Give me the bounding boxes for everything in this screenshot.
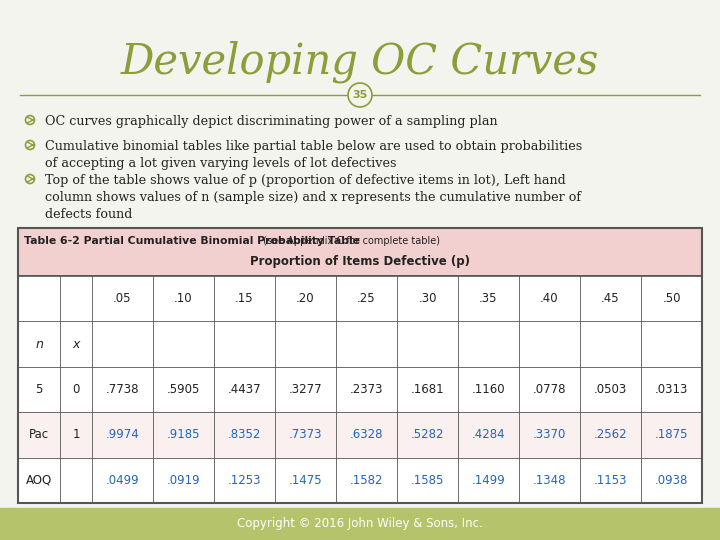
Text: .1348: .1348 bbox=[533, 474, 566, 487]
Text: .40: .40 bbox=[540, 292, 559, 305]
Text: 0: 0 bbox=[72, 383, 80, 396]
Text: .1475: .1475 bbox=[289, 474, 323, 487]
Text: .4437: .4437 bbox=[228, 383, 261, 396]
Text: 35: 35 bbox=[352, 90, 368, 100]
Text: 1: 1 bbox=[72, 428, 80, 441]
Text: .6328: .6328 bbox=[350, 428, 383, 441]
Bar bbox=[18, 276, 702, 503]
Text: .25: .25 bbox=[357, 292, 376, 305]
Text: .30: .30 bbox=[418, 292, 437, 305]
Text: .9974: .9974 bbox=[106, 428, 140, 441]
Text: .2562: .2562 bbox=[594, 428, 627, 441]
Text: Cumulative binomial tables like partial table below are used to obtain probabili: Cumulative binomial tables like partial … bbox=[45, 140, 582, 170]
Text: .0503: .0503 bbox=[594, 383, 627, 396]
Text: .1875: .1875 bbox=[654, 428, 688, 441]
Bar bbox=[18, 228, 702, 503]
Text: .05: .05 bbox=[113, 292, 132, 305]
Text: n: n bbox=[35, 338, 43, 350]
Text: .5282: .5282 bbox=[410, 428, 444, 441]
Text: Developing OC Curves: Developing OC Curves bbox=[121, 40, 599, 83]
Bar bbox=[18, 412, 702, 457]
Text: .5905: .5905 bbox=[167, 383, 200, 396]
Text: Copyright © 2016 John Wiley & Sons, Inc.: Copyright © 2016 John Wiley & Sons, Inc. bbox=[237, 517, 483, 530]
Text: Top of the table shows value of p (proportion of defective items in lot), Left h: Top of the table shows value of p (propo… bbox=[45, 174, 581, 221]
Text: .10: .10 bbox=[174, 292, 193, 305]
Text: .20: .20 bbox=[296, 292, 315, 305]
Text: .1582: .1582 bbox=[350, 474, 383, 487]
Text: (see Appendix C for complete table): (see Appendix C for complete table) bbox=[260, 236, 440, 246]
Text: .35: .35 bbox=[480, 292, 498, 305]
Bar bbox=[0, 508, 720, 540]
Bar bbox=[18, 321, 702, 367]
Text: .50: .50 bbox=[662, 292, 680, 305]
Text: .1160: .1160 bbox=[472, 383, 505, 396]
Text: .2373: .2373 bbox=[350, 383, 383, 396]
Text: .3277: .3277 bbox=[289, 383, 323, 396]
Text: .7373: .7373 bbox=[289, 428, 323, 441]
Text: Proportion of Items Defective (p): Proportion of Items Defective (p) bbox=[250, 254, 470, 267]
Text: .8352: .8352 bbox=[228, 428, 261, 441]
Bar bbox=[18, 367, 702, 412]
Text: .1681: .1681 bbox=[410, 383, 444, 396]
Text: .0919: .0919 bbox=[167, 474, 200, 487]
Text: .1499: .1499 bbox=[472, 474, 505, 487]
Text: .4284: .4284 bbox=[472, 428, 505, 441]
Bar bbox=[18, 228, 702, 276]
Text: .1253: .1253 bbox=[228, 474, 261, 487]
Bar bbox=[18, 276, 702, 321]
Text: .7738: .7738 bbox=[106, 383, 139, 396]
Text: Pac: Pac bbox=[29, 428, 49, 441]
Bar bbox=[18, 457, 702, 503]
Text: .0778: .0778 bbox=[533, 383, 566, 396]
Text: .1585: .1585 bbox=[411, 474, 444, 487]
Text: .1153: .1153 bbox=[594, 474, 627, 487]
Text: .9185: .9185 bbox=[167, 428, 200, 441]
Text: .0313: .0313 bbox=[654, 383, 688, 396]
Text: x: x bbox=[72, 338, 80, 350]
Text: .3370: .3370 bbox=[533, 428, 566, 441]
Text: AOQ: AOQ bbox=[26, 474, 52, 487]
Text: .0499: .0499 bbox=[106, 474, 139, 487]
Text: Table 6-2 Partial Cumulative Binomial Probability Table: Table 6-2 Partial Cumulative Binomial Pr… bbox=[24, 236, 360, 246]
Text: OC curves graphically depict discriminating power of a sampling plan: OC curves graphically depict discriminat… bbox=[45, 115, 498, 128]
Text: .15: .15 bbox=[235, 292, 254, 305]
Circle shape bbox=[348, 83, 372, 107]
Text: 5: 5 bbox=[35, 383, 42, 396]
Text: .45: .45 bbox=[601, 292, 620, 305]
Text: .0938: .0938 bbox=[654, 474, 688, 487]
